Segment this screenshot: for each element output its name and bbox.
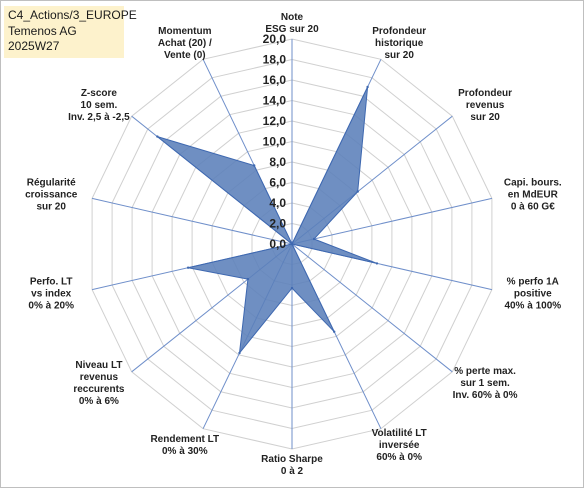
axis-label-line: Perfo. LT — [30, 277, 73, 288]
tick-label: 18,0 — [263, 53, 287, 67]
axis-label-line: sur 20 — [470, 112, 500, 123]
axis-label-line: 40% à 100% — [504, 301, 561, 312]
axis-label-line: Z-score — [81, 88, 118, 99]
axis-label: Note ESG sur 20 — [265, 12, 319, 35]
axis-label-line: reccurents — [73, 384, 125, 395]
axis-label-line: 0% à 30% — [162, 446, 208, 457]
axis-label: Profondeur historique sur 20 — [372, 26, 426, 61]
axis-label-line: Capi. bours. — [504, 177, 562, 188]
axis-label-line: ESG sur 20 — [265, 24, 319, 35]
data-point — [366, 85, 369, 89]
axis-label-line: Vente (0) — [164, 50, 206, 61]
axis-label-line: 0% à 20% — [28, 301, 74, 312]
axis-label-line: Niveau LT — [75, 360, 122, 371]
axis-label-line: Inv. 60% à 0% — [453, 390, 518, 401]
axis-label: % perfo 1A positive 40% à 100% — [504, 277, 561, 312]
axis-label: Ratio Sharpe 0 à 2 — [261, 454, 323, 477]
data-point — [246, 277, 250, 281]
axis-label-line: % perfo 1A — [507, 277, 559, 288]
data-point — [333, 330, 336, 333]
axis-label: Niveau LT revenus reccurents 0% à 6% — [73, 360, 125, 407]
axis-label-line: 60% à 0% — [376, 452, 422, 463]
axis-spoke — [291, 243, 453, 373]
data-point — [375, 262, 379, 265]
axis-label-line: revenus — [466, 100, 505, 111]
tick-label: 8,0 — [269, 155, 286, 169]
data-point — [238, 351, 241, 355]
tick-label: 0,0 — [269, 237, 286, 251]
tick-label: 12,0 — [263, 114, 287, 128]
axis-label: Momentum Achat (20) / Vente (0) — [158, 26, 212, 61]
tick-label: 2,0 — [269, 217, 286, 231]
axis-label-line: 0 à 2 — [281, 466, 304, 477]
tick-label: 10,0 — [263, 135, 287, 149]
axis-label-line: Régularité — [27, 177, 76, 188]
axis-label-line: vs index — [31, 289, 71, 300]
axis-label-line: sur 20 — [36, 201, 66, 212]
axis-label: % perte max. sur 1 sem. Inv. 60% à 0% — [453, 366, 518, 401]
info-box: C4_Actions/3_EUROPE Temenos AG 2025W27 — [4, 6, 137, 58]
axis-label-line: Inv. 2,5 à -2,5 — [68, 112, 130, 123]
axis-label: Rendement LT 0% à 30% — [150, 434, 219, 457]
tick-label: 6,0 — [269, 176, 286, 190]
axis-label-line: positive — [514, 289, 552, 300]
info-category: C4_Actions/3_EUROPE — [8, 8, 137, 22]
axis-label: Perfo. LT vs index 0% à 20% — [28, 277, 74, 312]
axis-label-line: Profondeur — [458, 88, 512, 99]
axis-label: Z-score 10 sem. Inv. 2,5 à -2,5 — [68, 88, 130, 123]
axis-label-line: croissance — [25, 189, 78, 200]
axis-label-line: Ratio Sharpe — [261, 454, 323, 465]
axis-label-line: Achat (20) / — [158, 38, 212, 49]
info-company: Temenos AG — [8, 23, 77, 38]
axis-label-line: % perte max. — [454, 366, 516, 377]
tick-label: 20,0 — [263, 32, 287, 46]
axis-label-line: Rendement LT — [150, 434, 219, 445]
axis-label-line: Volatilité LT — [372, 428, 427, 439]
data-point — [253, 164, 256, 167]
axis-label-line: inversée — [379, 440, 420, 451]
axis-label-line: Momentum — [158, 26, 211, 37]
axis-label-line: 10 sem. — [81, 100, 118, 111]
data-point — [356, 190, 359, 193]
axis-spoke — [91, 197, 293, 245]
data-point — [186, 266, 190, 269]
info-week: 2025W27 — [8, 39, 60, 53]
axis-label: Volatilité LT inversée 60% à 0% — [372, 428, 427, 463]
tick-label: 16,0 — [263, 73, 287, 87]
axis-label-line: sur 20 — [384, 50, 414, 61]
axis-label-line: sur 1 sem. — [460, 378, 510, 389]
data-point — [312, 237, 316, 241]
axis-label: Capi. bours. en MdEUR 0 à 60 G€ — [504, 177, 562, 212]
axis-label-line: 0 à 60 G€ — [511, 201, 555, 212]
data-point — [156, 135, 159, 138]
data-point — [290, 286, 294, 290]
tick-label: 4,0 — [269, 196, 286, 210]
data-point — [290, 242, 294, 246]
axis-label-line: historique — [375, 38, 424, 49]
axis-label-line: Profondeur — [372, 26, 426, 37]
axis-label: Régularité croissance sur 20 — [25, 177, 78, 212]
tick-label: 14,0 — [263, 94, 287, 108]
axis-label-line: en MdEUR — [508, 189, 559, 200]
axis-label-line: Note — [281, 12, 304, 23]
axis-label-line: revenus — [80, 372, 119, 383]
axis-label-line: 0% à 6% — [79, 396, 119, 407]
axis-spoke — [291, 197, 493, 245]
axis-label: Profondeur revenus sur 20 — [458, 88, 512, 123]
